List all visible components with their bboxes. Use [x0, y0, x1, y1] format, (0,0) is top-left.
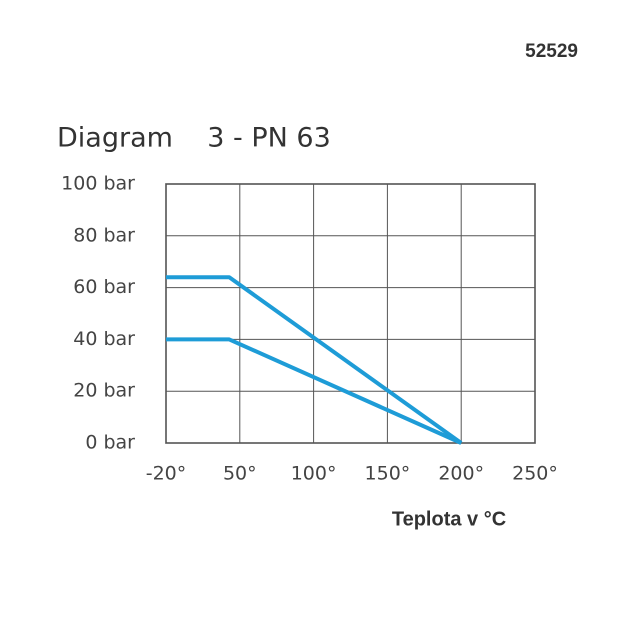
x-tick-label: 50°: [223, 463, 257, 485]
x-tick-label: -20°: [146, 463, 187, 485]
y-tick-label: 40 bar: [73, 328, 135, 350]
data-line: [166, 275, 463, 445]
y-tick-label: 60 bar: [73, 276, 135, 298]
y-tick-label: 20 bar: [73, 380, 135, 402]
y-tick-label: 0 bar: [85, 432, 135, 454]
data-line: [166, 337, 463, 445]
x-axis-label: Teplota v °C: [392, 508, 506, 530]
plot-frame: [165, 183, 536, 444]
code: 52529: [525, 41, 578, 62]
x-tick-label: 250°: [512, 463, 558, 485]
x-tick-label: 100°: [291, 463, 337, 485]
chart-title: Diagram 3 - PN 63: [57, 123, 331, 154]
y-tick-label: 80 bar: [73, 224, 135, 246]
x-tick-label: 200°: [438, 463, 484, 485]
y-tick-label: 100 bar: [61, 173, 135, 195]
x-tick-label: 150°: [365, 463, 411, 485]
